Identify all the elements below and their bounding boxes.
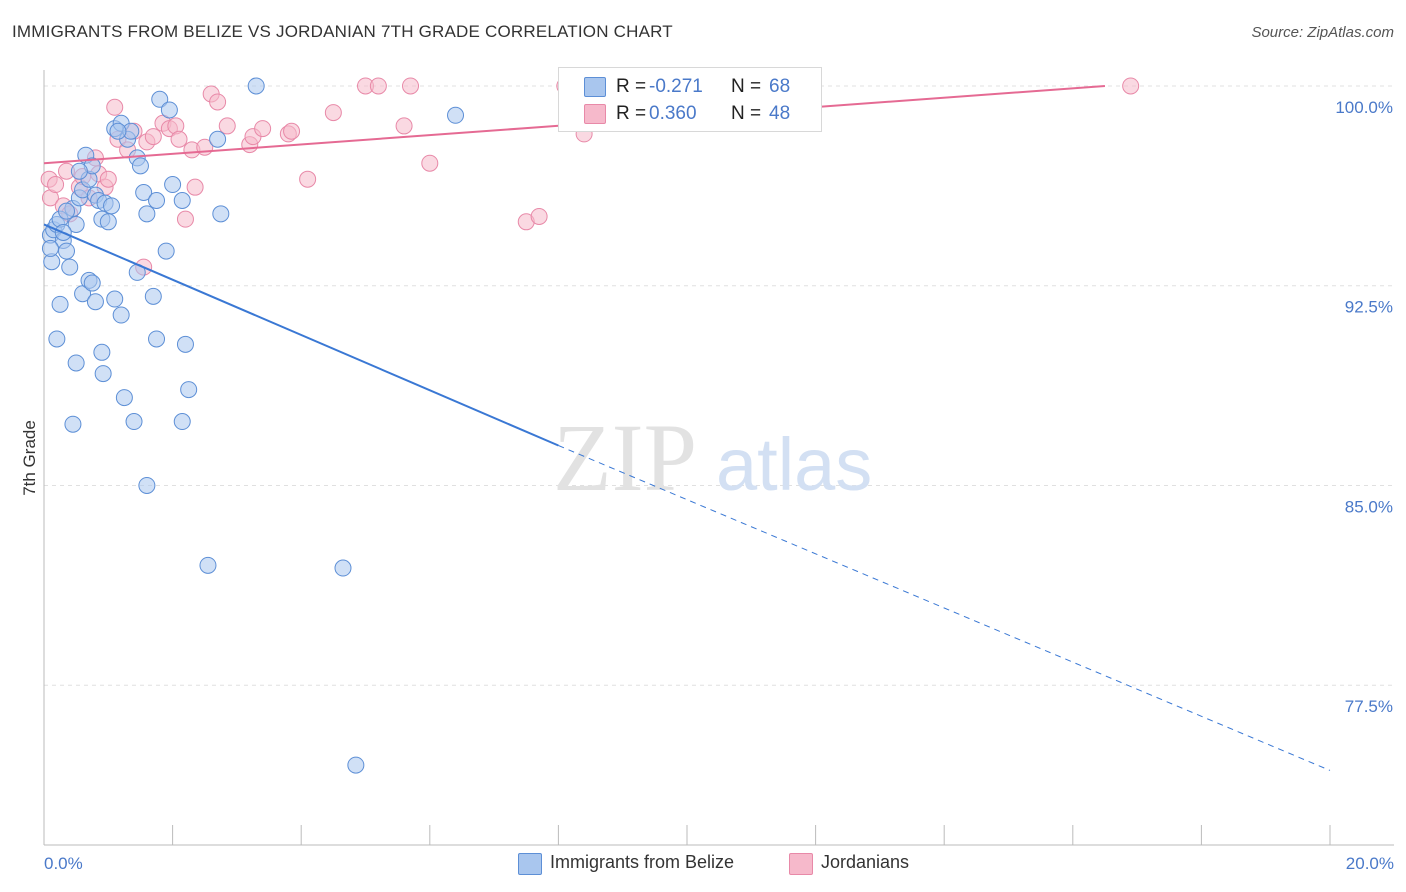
data-point-jordan	[186, 178, 204, 196]
data-point-jordan	[254, 120, 272, 138]
trend-line-belize	[43, 223, 559, 447]
data-point-belize	[131, 157, 149, 175]
jordan-n-label: N =	[731, 103, 762, 124]
trend-line-belize-extension	[558, 445, 1331, 771]
data-point-belize	[51, 295, 69, 313]
data-point-belize	[148, 191, 166, 209]
jordan-swatch	[584, 104, 606, 124]
data-point-jordan	[106, 98, 124, 116]
data-point-belize	[58, 202, 76, 220]
x-tick-label-max: 20.0%	[1346, 854, 1394, 873]
legend-belize-swatch	[518, 853, 542, 875]
watermark-zip: ZIP	[553, 404, 697, 511]
data-point-belize	[164, 176, 182, 194]
stats-row-jordan: R = 0.360 N = 48	[559, 101, 821, 127]
data-point-belize	[144, 287, 162, 305]
data-point-jordan	[421, 154, 439, 172]
legend-jordan-swatch	[789, 853, 813, 875]
belize-swatch	[584, 77, 606, 97]
data-point-belize	[138, 205, 156, 223]
data-point-belize	[67, 215, 85, 233]
data-point-belize	[180, 381, 198, 399]
data-point-jordan	[395, 117, 413, 135]
data-point-belize	[447, 106, 465, 124]
y-axis-label: 7th Grade	[20, 420, 39, 496]
source-label: Source: ZipAtlas.com	[1251, 24, 1394, 41]
x-tick-label-min: 0.0%	[44, 854, 83, 873]
belize-n-value: 68	[769, 76, 791, 97]
data-point-belize	[138, 476, 156, 494]
tick-labels: 77.5% 85.0% 92.5% 100.0% 0.0% 20.0%	[43, 98, 1394, 873]
data-point-belize	[347, 756, 365, 774]
y-tick-label: 77.5%	[1345, 697, 1393, 716]
watermark: ZIP atlas	[553, 404, 872, 511]
data-point-belize	[151, 90, 169, 108]
data-point-belize	[334, 559, 352, 577]
belize-r-value: -0.271	[649, 76, 703, 97]
data-point-belize	[83, 274, 101, 292]
stats-box: R = -0.271 N = 68 R = 0.360 N = 48	[558, 67, 822, 132]
data-point-belize	[125, 413, 143, 431]
data-point-belize	[148, 330, 166, 348]
data-point-jordan	[144, 128, 162, 146]
data-point-jordan	[99, 170, 117, 188]
data-point-belize	[70, 162, 88, 180]
y-tick-label: 100.0%	[1335, 98, 1393, 117]
data-point-jordan	[176, 210, 194, 228]
data-point-belize	[247, 77, 265, 95]
data-point-jordan	[299, 170, 317, 188]
y-tick-label: 85.0%	[1345, 497, 1393, 516]
data-point-belize	[99, 213, 117, 231]
data-point-belize	[173, 191, 191, 209]
data-point-belize	[160, 101, 178, 119]
data-point-belize	[94, 365, 112, 383]
data-point-jordan	[47, 176, 65, 194]
data-point-belize	[112, 306, 130, 324]
legend-belize-label: Immigrants from Belize	[550, 852, 735, 872]
grid-lines	[44, 85, 1394, 686]
data-point-jordan	[369, 77, 387, 95]
data-point-belize	[176, 335, 194, 353]
data-point-belize	[173, 413, 191, 431]
series-belize	[41, 77, 465, 774]
data-point-belize	[209, 130, 227, 148]
data-point-belize	[67, 354, 85, 372]
data-point-belize	[109, 122, 127, 140]
data-point-belize	[106, 290, 124, 308]
data-point-belize	[86, 293, 104, 311]
data-point-belize	[58, 242, 76, 260]
data-point-belize	[41, 239, 59, 257]
data-point-jordan	[530, 207, 548, 225]
data-point-jordan	[218, 117, 236, 135]
data-point-belize	[61, 258, 79, 276]
legend-item-jordan[interactable]: Jordanians	[789, 852, 939, 876]
jordan-r-value: 0.360	[649, 103, 697, 124]
data-point-belize	[157, 242, 175, 260]
data-point-belize	[64, 415, 82, 433]
belize-n-label: N =	[731, 76, 762, 97]
legend-jordan-label: Jordanians	[821, 852, 910, 872]
data-point-belize	[199, 556, 217, 574]
chart-title: IMMIGRANTS FROM BELIZE VS JORDANIAN 7TH …	[12, 22, 673, 41]
stats-row-belize: R = -0.271 N = 68	[559, 74, 821, 100]
jordan-n-value: 48	[769, 103, 791, 124]
data-point-jordan	[324, 104, 342, 122]
data-point-jordan	[209, 93, 227, 111]
watermark-atlas: atlas	[716, 423, 872, 506]
data-point-belize	[212, 205, 230, 223]
data-point-jordan	[283, 122, 301, 140]
belize-r-label: R =	[616, 76, 647, 97]
data-point-jordan	[402, 77, 420, 95]
data-point-belize	[48, 330, 66, 348]
y-tick-label: 92.5%	[1345, 298, 1393, 317]
data-point-belize	[135, 184, 153, 202]
data-point-belize	[93, 343, 111, 361]
legend-item-belize[interactable]: Immigrants from Belize	[518, 852, 768, 876]
data-point-belize	[115, 389, 133, 407]
data-point-belize	[103, 197, 121, 215]
jordan-r-label: R =	[616, 103, 647, 124]
data-point-jordan	[1122, 77, 1140, 95]
data-point-jordan	[170, 130, 188, 148]
